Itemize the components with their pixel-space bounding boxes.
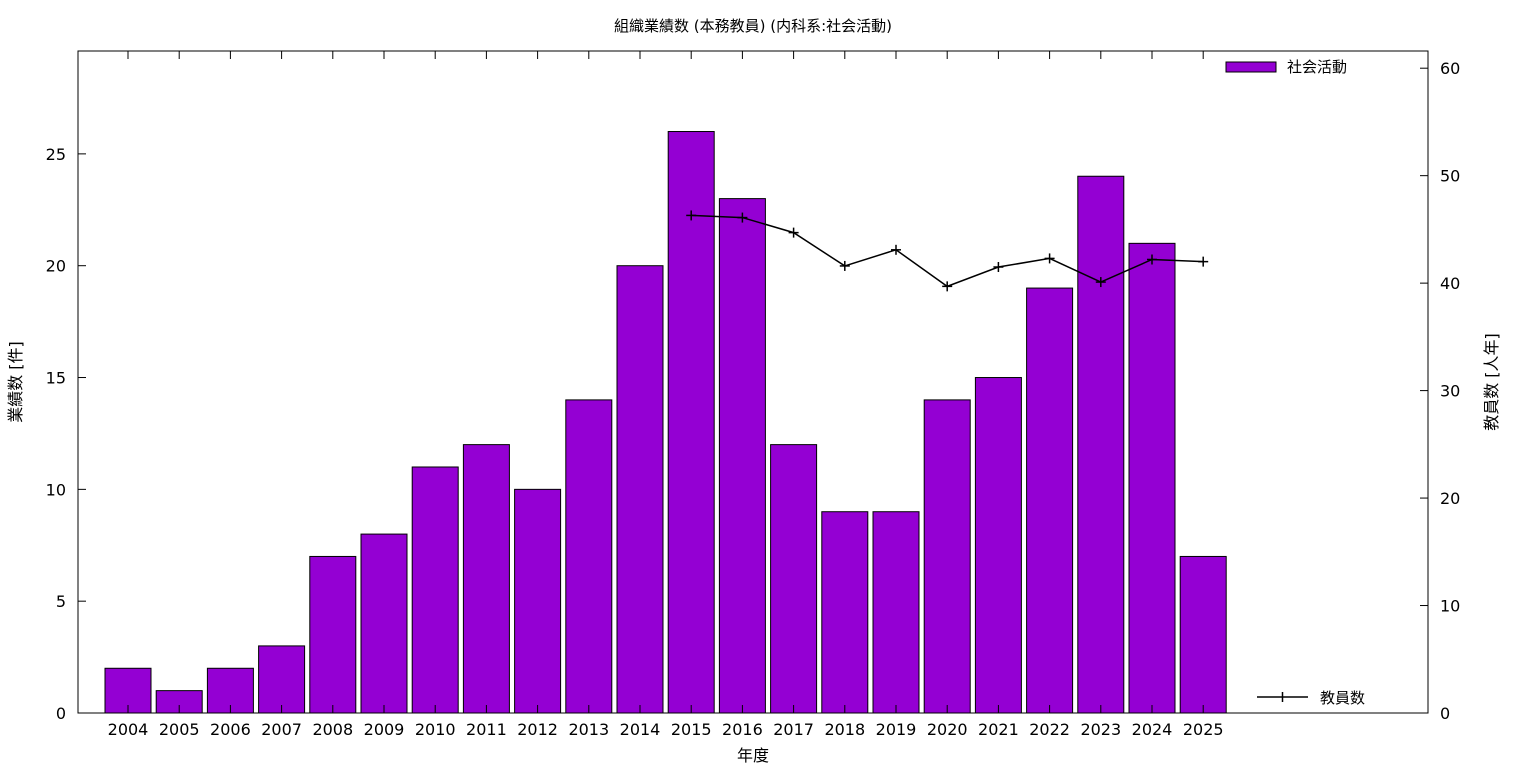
- line-point-2021: [993, 262, 1004, 273]
- legend-bar-swatch: [1225, 61, 1277, 73]
- x-tick-label-2019: 2019: [876, 720, 917, 739]
- y2-tick-label-10: 10: [1440, 597, 1460, 616]
- bar-2015: [667, 131, 715, 714]
- x-tick-label-2010: 2010: [415, 720, 456, 739]
- bar-2007: [258, 645, 306, 714]
- y2-tick-label-60: 60: [1440, 59, 1460, 78]
- line-point-2024: [1147, 254, 1157, 265]
- x-tick-label-2015: 2015: [671, 720, 712, 739]
- y2-tick-label-0: 0: [1440, 704, 1450, 723]
- bar-2020: [923, 399, 971, 714]
- line-point-2023: [1095, 277, 1106, 288]
- legend-line: 教員数: [1257, 689, 1365, 707]
- ticks: [78, 51, 1428, 714]
- x-tick-labels: 2004 2005 2006 2007 2008 2009 2010 2011 2012 2013…: [108, 720, 1224, 739]
- y-tick-label-20: 20: [46, 257, 66, 276]
- bar-2009: [360, 533, 408, 714]
- x-tick-label-2013: 2013: [568, 720, 609, 739]
- x-tick-label-2009: 2009: [364, 720, 405, 739]
- x-axis-label: 年度: [737, 746, 769, 765]
- legend-line-label: 教員数: [1320, 689, 1365, 707]
- y-tick-label-15: 15: [46, 369, 66, 388]
- x-tick-label-2008: 2008: [312, 720, 353, 739]
- y-axis-label: 業績数 [件]: [6, 341, 25, 423]
- bar-2016: [718, 198, 766, 714]
- bars: [104, 131, 1227, 714]
- y2-tick-label-40: 40: [1440, 274, 1460, 293]
- bar-2022: [1026, 287, 1074, 714]
- y2-tick-label-20: 20: [1440, 489, 1460, 508]
- bar-2010: [411, 466, 459, 714]
- x-tick-label-2018: 2018: [824, 720, 865, 739]
- x-tick-label-2017: 2017: [773, 720, 814, 739]
- bar-2021: [974, 377, 1022, 714]
- x-tick-label-2020: 2020: [927, 720, 968, 739]
- y2-tick-label-30: 30: [1440, 382, 1460, 401]
- bar-2014: [616, 265, 664, 714]
- x-tick-label-2007: 2007: [261, 720, 302, 739]
- x-tick-label-2011: 2011: [466, 720, 507, 739]
- bar-2018: [821, 511, 869, 714]
- bar-2023: [1077, 175, 1125, 714]
- line-point-2019: [891, 244, 901, 255]
- bar-2019: [872, 511, 920, 714]
- bar-2008: [309, 555, 357, 714]
- line-point-2017: [788, 227, 799, 238]
- line-point-2022: [1044, 253, 1055, 264]
- y2-axis-label: 教員数 [人年]: [1482, 333, 1501, 431]
- x-tick-label-2016: 2016: [722, 720, 763, 739]
- y-tick-label-10: 10: [46, 480, 66, 499]
- x-tick-label-2021: 2021: [978, 720, 1019, 739]
- y-tick-labels: 0 5 10 15 20 25: [46, 145, 66, 723]
- line-point-2020: [942, 281, 953, 292]
- legend-bar-label: 社会活動: [1287, 58, 1347, 76]
- x-tick-label-2004: 2004: [108, 720, 149, 739]
- bar-2017: [770, 444, 818, 714]
- y2-tick-label-50: 50: [1440, 167, 1460, 186]
- y2-tick-labels: 0 10 20 30 40 50 60: [1440, 59, 1460, 723]
- y-tick-label-25: 25: [46, 145, 66, 164]
- x-tick-label-2006: 2006: [210, 720, 251, 739]
- chart-title: 組織業績数 (本務教員) (内科系:社会活動): [614, 17, 892, 35]
- line-point-2015: [686, 210, 697, 221]
- x-tick-label-2022: 2022: [1029, 720, 1070, 739]
- faculty-count-line: [691, 214, 1204, 288]
- legend-bar: 社会活動: [1225, 58, 1347, 76]
- bar-2012: [514, 488, 562, 714]
- bar-2024: [1128, 242, 1176, 714]
- line-series: [686, 210, 1209, 292]
- line-point-2018: [839, 260, 850, 271]
- x-tick-label-2024: 2024: [1132, 720, 1173, 739]
- y-tick-label-0: 0: [56, 704, 66, 723]
- x-tick-label-2025: 2025: [1183, 720, 1224, 739]
- x-tick-label-2023: 2023: [1080, 720, 1121, 739]
- bar-2011: [462, 444, 510, 714]
- y-tick-label-5: 5: [56, 592, 66, 611]
- x-tick-label-2014: 2014: [620, 720, 661, 739]
- plot-frame: [77, 50, 1429, 714]
- line-point-2016: [737, 212, 748, 223]
- x-tick-label-2005: 2005: [159, 720, 200, 739]
- bar-2013: [565, 399, 613, 714]
- x-tick-label-2012: 2012: [517, 720, 558, 739]
- bar-2025: [1179, 555, 1227, 714]
- line-point-2025: [1198, 256, 1209, 267]
